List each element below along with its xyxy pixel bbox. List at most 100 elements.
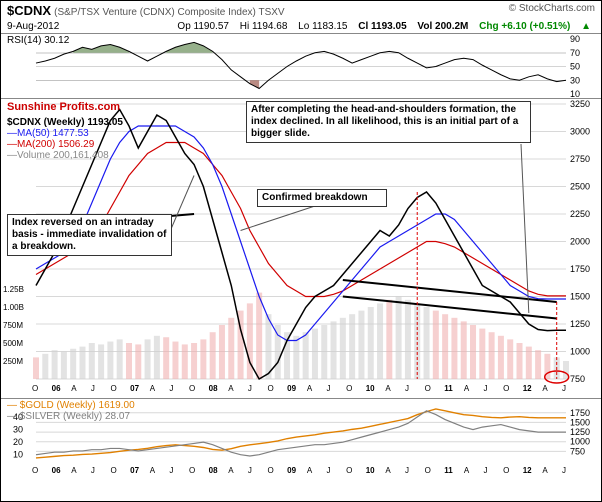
svg-text:J: J [169,384,173,393]
svg-text:A: A [464,466,470,475]
svg-text:J: J [248,384,252,393]
main-panel: 7501000125015001750200022502500275030003… [1,98,601,398]
sunshine-watermark: Sunshine Profits.com [7,101,120,113]
svg-text:2250: 2250 [570,209,590,219]
svg-text:10: 10 [13,450,23,460]
date: 9-Aug-2012 [7,21,59,32]
svg-text:J: J [405,466,409,475]
svg-text:12: 12 [523,384,532,393]
rsi-chart: 1030507090 [1,34,601,99]
svg-text:J: J [248,466,252,475]
annotation-1: Index reversed on an intraday basis - im… [7,214,172,256]
legend-silver: — $SILVER (Weekly) 28.07 [7,411,135,422]
annotation-3: After completing the head-and-shoulders … [246,101,531,143]
svg-text:O: O [346,466,352,475]
legend-gold: — $GOLD (Weekly) 1619.00 [7,400,135,411]
svg-text:30: 30 [13,425,23,435]
ohlc-row: 9-Aug-2012 Op 1190.57 Hi 1194.68 Lo 1183… [1,20,601,33]
svg-text:1250: 1250 [570,319,590,329]
high: Hi 1194.68 [240,21,292,32]
svg-text:O: O [111,384,117,393]
chart-header: $CDNX (S&P/TSX Venture (CDNX) Composite … [1,1,601,20]
low: Lo 1183.15 [298,21,351,32]
svg-text:J: J [483,384,487,393]
volume: Vol 200.2M [417,21,472,32]
svg-text:1750: 1750 [570,264,590,274]
open: Op 1190.57 [177,21,233,32]
svg-text:1000: 1000 [570,437,590,447]
svg-text:O: O [268,384,274,393]
legend-vol: —Volume 200,161,408 [7,150,123,161]
svg-text:06: 06 [52,384,61,393]
svg-text:500M: 500M [3,339,23,348]
svg-text:10: 10 [366,384,375,393]
svg-text:J: J [326,466,330,475]
svg-text:3000: 3000 [570,127,590,137]
stock-chart: $CDNX (S&P/TSX Venture (CDNX) Composite … [0,0,602,502]
svg-text:750: 750 [570,446,585,456]
svg-text:A: A [307,466,313,475]
svg-text:08: 08 [209,466,218,475]
svg-text:O: O [32,384,38,393]
svg-text:08: 08 [209,384,218,393]
svg-text:O: O [503,466,509,475]
rsi-label: RSI(14) 30.12 [7,35,69,46]
svg-text:750M: 750M [3,321,23,330]
svg-text:A: A [71,466,77,475]
svg-text:J: J [562,466,566,475]
legend-ma50: —MA(50) 1477.53 [7,128,123,139]
svg-text:06: 06 [52,466,61,475]
svg-text:07: 07 [130,384,139,393]
svg-text:O: O [189,466,195,475]
svg-text:30: 30 [570,75,580,85]
annotation-2: Confirmed breakdown [257,189,387,207]
close: Cl 1193.05 [358,21,410,32]
svg-text:O: O [111,466,117,475]
svg-text:1500: 1500 [570,292,590,302]
svg-text:09: 09 [287,466,296,475]
svg-text:O: O [503,384,509,393]
svg-text:250M: 250M [3,357,23,366]
svg-text:A: A [150,384,156,393]
svg-text:A: A [228,384,234,393]
svg-text:A: A [464,384,470,393]
svg-text:10: 10 [366,466,375,475]
legend-ma200: —MA(200) 1506.29 [7,139,123,150]
legend-price: $CDNX (Weekly) 1193.05 [7,117,123,128]
svg-text:O: O [425,384,431,393]
svg-text:2000: 2000 [570,237,590,247]
svg-text:20: 20 [13,437,23,447]
svg-text:1750: 1750 [570,408,590,418]
source: © StockCharts.com [509,3,595,14]
main-legend: $CDNX (Weekly) 1193.05 —MA(50) 1477.53 —… [7,117,123,161]
svg-text:11: 11 [444,384,453,393]
svg-text:O: O [189,384,195,393]
svg-text:O: O [268,466,274,475]
svg-text:50: 50 [570,62,580,72]
svg-text:J: J [405,384,409,393]
svg-text:70: 70 [570,48,580,58]
change: Chg +6.10 (+0.51%) [479,21,574,32]
svg-text:A: A [542,466,548,475]
svg-text:A: A [150,466,156,475]
svg-text:1.25B: 1.25B [3,285,24,294]
svg-text:J: J [91,466,95,475]
svg-text:J: J [562,384,566,393]
svg-text:A: A [71,384,77,393]
svg-text:A: A [385,384,391,393]
svg-text:12: 12 [523,466,532,475]
bottom-legend: — $GOLD (Weekly) 1619.00 — $SILVER (Week… [7,400,135,422]
svg-text:O: O [346,384,352,393]
svg-text:A: A [542,384,548,393]
svg-text:O: O [32,466,38,475]
svg-text:09: 09 [287,384,296,393]
svg-text:90: 90 [570,34,580,44]
svg-text:J: J [169,466,173,475]
rsi-panel: 1030507090 RSI(14) 30.12 [1,33,601,98]
svg-text:750: 750 [570,374,585,384]
svg-text:A: A [385,466,391,475]
svg-text:11: 11 [444,466,453,475]
chg-arrow: ▲ [581,21,591,32]
symbol: $CDNX [7,3,51,18]
svg-text:1.00B: 1.00B [3,303,24,312]
